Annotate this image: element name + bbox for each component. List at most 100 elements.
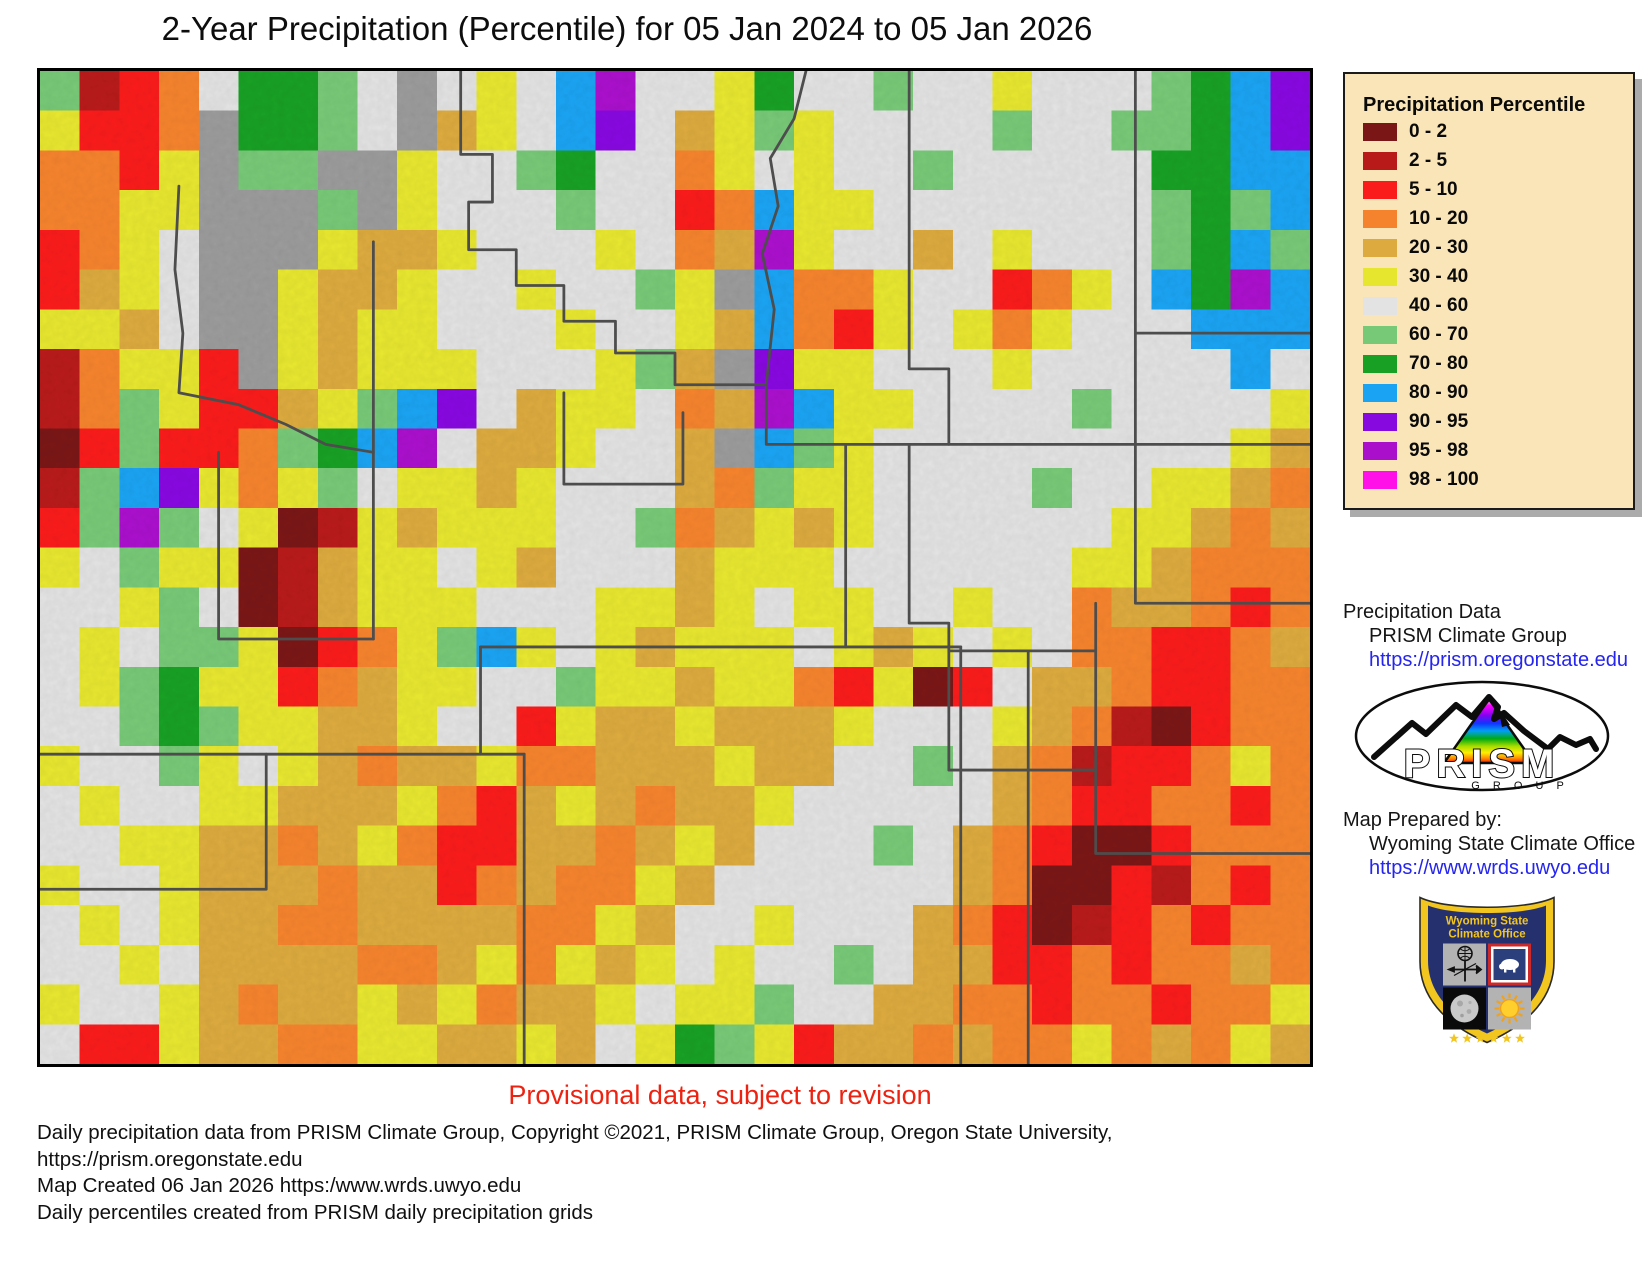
precipitation-raster (40, 71, 1310, 1064)
prism-rainbow-triangle (1441, 696, 1537, 765)
legend-label: 60 - 70 (1409, 323, 1469, 345)
legend-label: 98 - 100 (1409, 468, 1479, 490)
wyoming-climate-office-shield-icon: Wyoming State Climate Office (1419, 896, 1555, 1044)
legend-label: 2 - 5 (1409, 149, 1448, 171)
legend-entry: 5 - 10 (1363, 175, 1625, 204)
star-icon (1449, 1033, 1459, 1043)
county-boundaries (40, 71, 1310, 1064)
sun-ray (1501, 994, 1506, 1000)
shield-title-line1: Wyoming State (1446, 916, 1529, 928)
credit-line: Daily precipitation data from PRISM Clim… (37, 1121, 1113, 1144)
county-line (907, 71, 951, 446)
sun-ray (1495, 1000, 1501, 1005)
sun-ray (1518, 1012, 1524, 1017)
county-line (40, 752, 268, 891)
legend-swatch (1363, 383, 1397, 402)
wrds-url: https://www.wrds.uwyo.edu (1369, 857, 1611, 879)
legend-swatch (1363, 122, 1397, 141)
legend-entry: 60 - 70 (1363, 320, 1625, 349)
precip-data-label: Precipitation Data (1343, 601, 1501, 623)
legend-swatch (1363, 470, 1397, 489)
hillshade-texture (40, 71, 1310, 1064)
provisional-note: Provisional data, subject to revision (508, 1080, 932, 1110)
prism-logo-text: PRISM (1404, 742, 1561, 786)
county-line (1094, 601, 1310, 855)
precipitation-map (37, 68, 1313, 1067)
legend-entry: 80 - 90 (1363, 378, 1625, 407)
county-line (173, 184, 375, 454)
moon-quadrant (1443, 987, 1486, 1030)
legend-entry: 30 - 40 (1363, 262, 1625, 291)
star-icon (1515, 1033, 1525, 1043)
legend-label: 70 - 80 (1409, 352, 1469, 374)
legend-swatch (1363, 354, 1397, 373)
weather-vane-quadrant (1443, 943, 1486, 986)
legend-label: 40 - 60 (1409, 294, 1469, 316)
legend-swatch (1363, 412, 1397, 431)
legend-label: 0 - 2 (1409, 120, 1448, 142)
shield-title-line2: Climate Office (1448, 929, 1525, 941)
legend-swatch (1363, 238, 1397, 257)
legend-swatch (1363, 209, 1397, 228)
star-icon (1488, 1033, 1499, 1043)
sun-ray (1513, 1017, 1518, 1023)
legend-title: Precipitation Percentile (1363, 94, 1586, 116)
legend-entry: 0 - 2 (1363, 117, 1625, 146)
sun-ray (1501, 1017, 1506, 1023)
county-line (764, 383, 1310, 446)
credit-line: Map Created 06 Jan 2026 https:/www.wrds.… (37, 1174, 522, 1197)
legend-entry: 70 - 80 (1363, 349, 1625, 378)
sun-quadrant (1488, 987, 1531, 1030)
county-line (1133, 442, 1310, 605)
mountain-ridge-icon (1371, 694, 1599, 760)
legend-swatch (1363, 267, 1397, 286)
sun-ray (1518, 1000, 1524, 1005)
legend-label: 20 - 30 (1409, 236, 1469, 258)
county-line (907, 442, 1098, 772)
shield-stars (1449, 1033, 1525, 1043)
legend-entry: 90 - 95 (1363, 407, 1625, 436)
credit-line: https://prism.oregonstate.edu (37, 1147, 303, 1171)
prism-url: https://prism.oregonstate.edu (1369, 649, 1629, 671)
map-prepared-org: Wyoming State Climate Office (1369, 833, 1636, 855)
mountain-shadow (1498, 707, 1510, 727)
legend: Precipitation Percentile 0 - 2 2 - 5 5 - 1… (1343, 72, 1635, 510)
prism-logo-subtext: G R O U P (1471, 780, 1569, 792)
county-line (760, 71, 808, 387)
prism-group-logo-icon: PRISM G R O U P (1354, 680, 1610, 792)
star-icon (1501, 1033, 1512, 1043)
legend-label: 5 - 10 (1409, 178, 1458, 200)
precip-data-source: PRISM Climate Group (1369, 625, 1567, 647)
legend-entry: 20 - 30 (1363, 233, 1625, 262)
star-icon (1475, 1033, 1486, 1043)
legend-label: 95 - 98 (1409, 439, 1469, 461)
county-line (562, 391, 685, 486)
county-line (217, 450, 375, 641)
page-title: 2-Year Precipitation (Percentile) for 05… (161, 10, 1093, 47)
legend-entry: 40 - 60 (1363, 291, 1625, 320)
county-line (459, 71, 768, 387)
legend-entry: 95 - 98 (1363, 436, 1625, 465)
prepared-by-block: Map Prepared by: Wyoming State Climate O… (1343, 808, 1635, 880)
legend-swatch (1363, 325, 1397, 344)
legend-entry: 2 - 5 (1363, 146, 1625, 175)
legend-swatch (1363, 296, 1397, 315)
wyoming-flag-quadrant (1488, 943, 1531, 986)
legend-entries: 0 - 2 2 - 5 5 - 10 10 - 20 20 - 30 30 - 40 40 … (1363, 117, 1625, 494)
credits-block: Daily precipitation data from PRISM Clim… (37, 1120, 1277, 1226)
legend-label: 80 - 90 (1409, 381, 1469, 403)
credit-line: Daily percentiles created from PRISM dai… (37, 1200, 594, 1224)
map-prepared-label: Map Prepared by: (1343, 809, 1502, 831)
star-icon (1462, 1033, 1473, 1043)
legend-label: 30 - 40 (1409, 265, 1469, 287)
sun-ray (1513, 994, 1518, 1000)
legend-label: 10 - 20 (1409, 207, 1469, 229)
legend-swatch (1363, 441, 1397, 460)
legend-label: 90 - 95 (1409, 410, 1469, 432)
legend-swatch (1363, 180, 1397, 199)
sun-ray (1495, 1012, 1501, 1017)
legend-entry: 98 - 100 (1363, 465, 1625, 494)
data-source-block: Precipitation Data PRISM Climate Group h… (1343, 600, 1628, 672)
legend-entry: 10 - 20 (1363, 204, 1625, 233)
legend-swatch (1363, 151, 1397, 170)
